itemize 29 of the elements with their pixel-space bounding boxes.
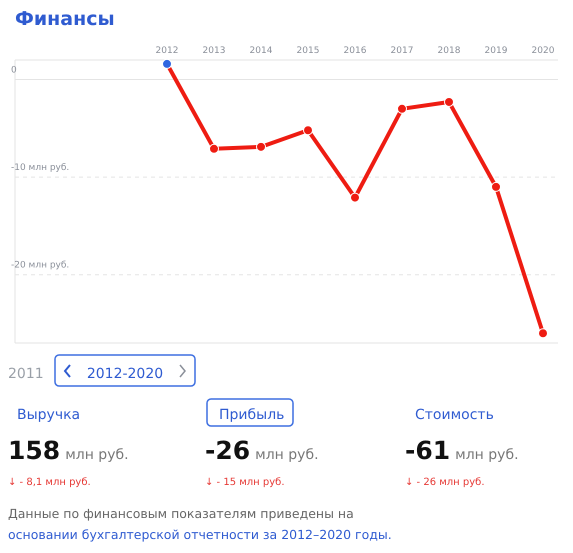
text: 2011 [8, 366, 44, 382]
text: ↓ - 15 млн руб. [205, 477, 285, 488]
x-tick-label: 2016 [344, 46, 367, 56]
text: млн руб. [255, 447, 319, 463]
y-tick-label: -10 млн руб. [11, 163, 70, 174]
chart-title: Финансы [15, 8, 115, 30]
text: -26 [205, 436, 250, 465]
text: млн руб. [65, 447, 129, 463]
x-tick-label: 2017 [390, 46, 414, 56]
x-tick-label: 2019 [484, 46, 508, 56]
text: млн руб. [455, 447, 519, 463]
text: Выручка [17, 407, 80, 423]
text: Стоимость [415, 407, 494, 423]
x-tick-label: 2012 [156, 46, 178, 56]
y-tick-label: -20 млн руб. [11, 260, 70, 271]
text: ↓ - 8,1 млн руб. [8, 477, 91, 488]
text: Данные по финансовым показателям приведены на [8, 506, 354, 521]
x-tick-label: 2014 [250, 46, 273, 56]
x-tick-label: 2018 [438, 46, 461, 56]
x-tick-label: 2015 [296, 46, 320, 56]
text: 2012-2020 [86, 366, 164, 382]
x-tick-label: 2013 [202, 46, 226, 56]
text: 158 [8, 436, 60, 465]
text: основании бухгалтерской отчетности за 2012–2020 годы. [8, 527, 392, 542]
y-tick-label: 0 [11, 66, 17, 76]
text: -61 [405, 436, 450, 465]
text: ↓ - 26 млн руб. [405, 477, 485, 488]
text: Прибыль [219, 407, 284, 423]
x-tick-label: 2020 [532, 46, 555, 56]
